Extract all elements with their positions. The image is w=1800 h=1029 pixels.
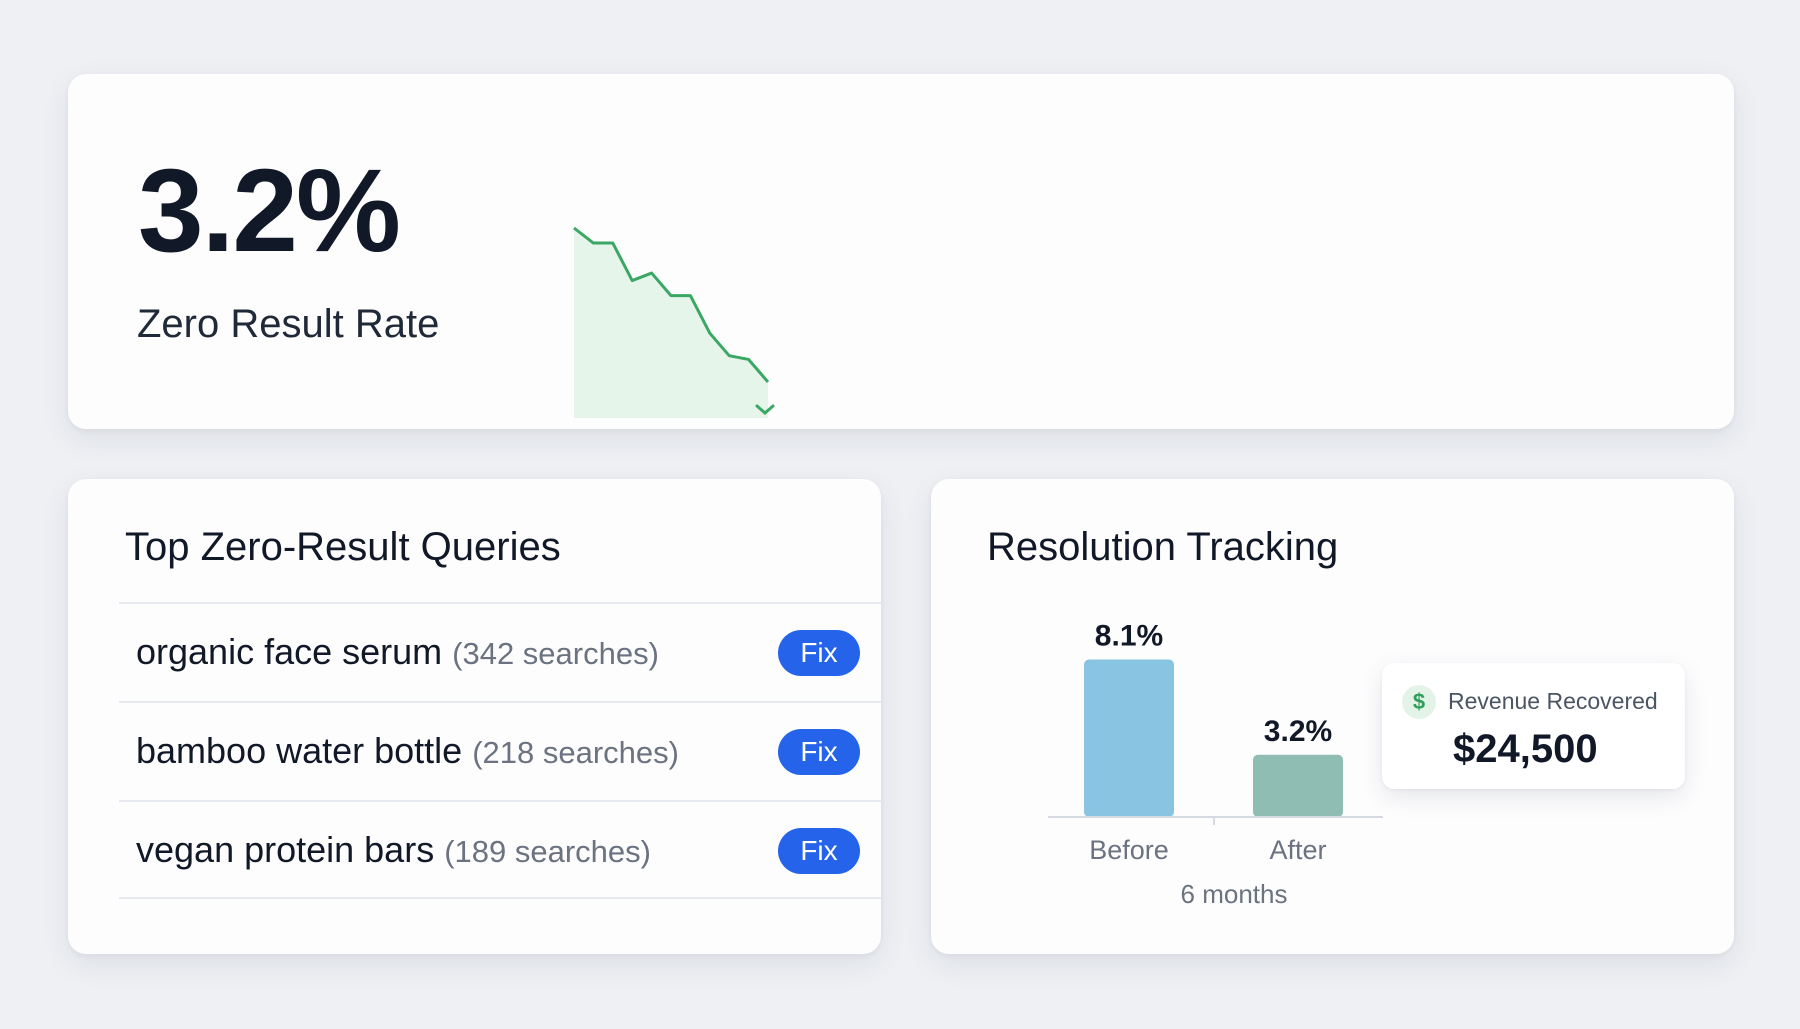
resolution-tracking-card: Resolution Tracking 8.1% Before 3.2% After 6…	[931, 479, 1734, 954]
zero-result-rate-card: 3.2% Zero Result Rate	[68, 74, 1734, 429]
bar-value-label: 3.2%	[1264, 715, 1332, 748]
revenue-value: $24,500	[1453, 727, 1598, 771]
top-zero-result-queries-card: Top Zero-Result Queries organic face ser…	[68, 479, 881, 954]
sparkline-area	[574, 228, 768, 418]
chart-period-label: 6 months	[1181, 879, 1288, 909]
before-after-bar-chart: 8.1% Before 3.2% After 6 months	[1048, 620, 1383, 909]
revenue-recovered-box: $ Revenue Recovered $24,500	[1382, 663, 1685, 789]
resolution-title: Resolution Tracking	[987, 525, 1339, 569]
query-search-count: (342 searches)	[452, 636, 659, 671]
bar-before	[1084, 659, 1174, 817]
trend-sparkline	[573, 226, 775, 418]
bar-value-label: 8.1%	[1095, 620, 1163, 653]
query-row: organic face serum (342 searches) Fix	[119, 602, 881, 701]
revenue-label: Revenue Recovered	[1448, 688, 1658, 714]
fix-button[interactable]: Fix	[778, 729, 860, 775]
query-text: vegan protein bars	[136, 829, 435, 870]
kpi-label: Zero Result Rate	[137, 302, 440, 346]
bar-category-label: Before	[1089, 835, 1169, 865]
kpi-value: 3.2%	[138, 145, 401, 277]
query-row: bamboo water bottle (218 searches) Fix	[119, 701, 881, 800]
query-search-count: (218 searches)	[472, 735, 679, 770]
query-text: bamboo water bottle	[136, 730, 463, 771]
trend-down-arrow-icon	[755, 404, 775, 415]
dollar-icon: $	[1402, 685, 1436, 719]
bar-after	[1253, 754, 1343, 817]
fix-button[interactable]: Fix	[778, 828, 860, 874]
query-row: vegan protein bars (189 searches) Fix	[119, 800, 881, 899]
fix-button[interactable]: Fix	[778, 630, 860, 676]
queries-title: Top Zero-Result Queries	[125, 525, 561, 569]
query-list: organic face serum (342 searches) Fix bam…	[119, 602, 881, 899]
sparkline-line	[573, 226, 770, 383]
query-text: organic face serum	[136, 631, 443, 672]
query-search-count: (189 searches)	[444, 834, 651, 869]
bar-category-label: After	[1269, 835, 1326, 865]
